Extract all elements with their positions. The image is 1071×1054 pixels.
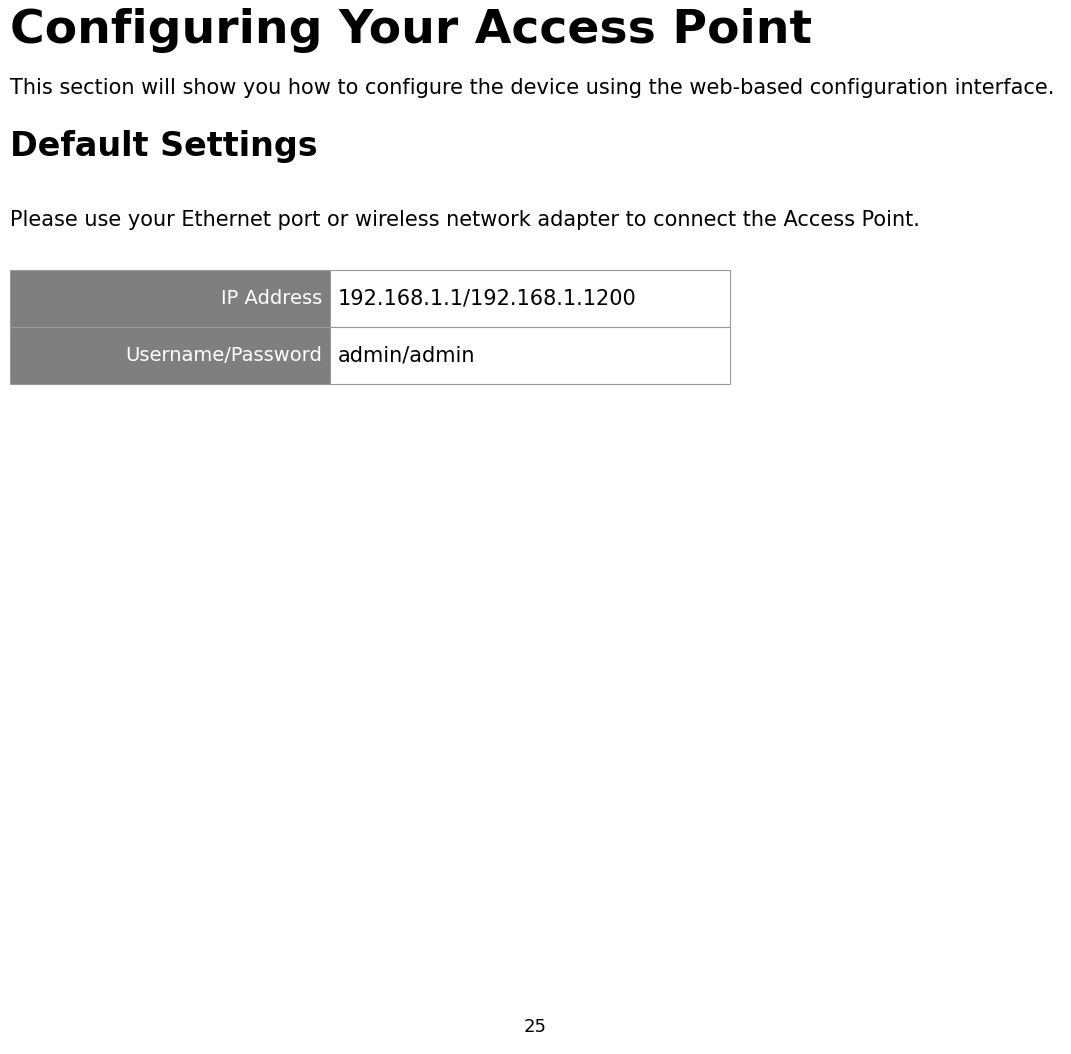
Bar	[330, 327, 730, 384]
Text: 25: 25	[524, 1018, 547, 1036]
Bar	[10, 327, 330, 384]
Text: Configuring Your Access Point: Configuring Your Access Point	[10, 8, 812, 53]
Text: Default Settings: Default Settings	[10, 130, 318, 163]
Text: This section will show you how to configure the device using the web-based confi: This section will show you how to config…	[10, 78, 1054, 98]
Text: Username/Password: Username/Password	[125, 346, 322, 365]
Text: 192.168.1.1/192.168.1.1200: 192.168.1.1/192.168.1.1200	[338, 289, 637, 309]
Bar	[10, 270, 330, 327]
Text: IP Address: IP Address	[221, 289, 322, 308]
Text: Please use your Ethernet port or wireless network adapter to connect the Access : Please use your Ethernet port or wireles…	[10, 210, 920, 230]
Text: admin/admin: admin/admin	[338, 346, 476, 366]
Bar	[330, 270, 730, 327]
